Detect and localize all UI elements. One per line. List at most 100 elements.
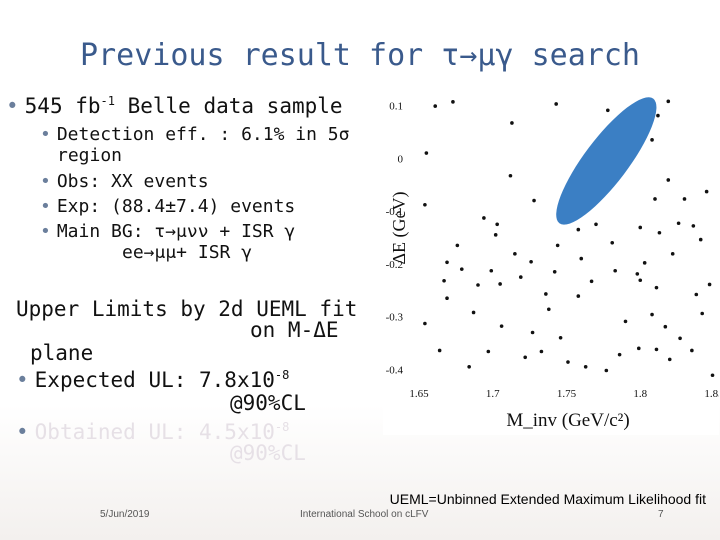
data-point-48 <box>499 324 504 328</box>
data-point-66 <box>437 348 442 353</box>
data-point-19 <box>576 294 581 298</box>
data-point-37 <box>666 99 671 104</box>
data-point-51 <box>539 349 544 354</box>
bullet-obtained: • Obtained UL: 4.5x10-8 <box>16 420 289 444</box>
data-point-43 <box>594 222 598 227</box>
footer-date: 5/Jun/2019 <box>100 509 150 520</box>
data-point-28 <box>698 237 703 242</box>
data-point-54 <box>583 365 588 369</box>
bullet-1-sup: -1 <box>100 94 115 108</box>
ul-heading-cont2: plane <box>30 341 94 365</box>
scatter-plot: 1.65 1.7 1.75 1.8 1.85 0.1 0 -0.1 -0.2 -0.3 -0.4 M_… <box>383 83 720 435</box>
data-point-4 <box>424 151 429 155</box>
exp-text: Exp: (88.4±7.4) events <box>56 196 296 217</box>
data-point-20 <box>589 279 594 284</box>
data-point-53 <box>566 360 570 364</box>
data-point-44 <box>555 243 560 248</box>
data-point-1 <box>451 100 455 104</box>
x-tick-label-1: 1.7 <box>486 388 500 400</box>
data-point-69 <box>471 310 476 315</box>
bullet-dot-icon: • <box>40 171 51 192</box>
data-point-56 <box>617 352 622 357</box>
x-axis-label: M_inv (GeV/c²) <box>506 410 629 431</box>
bullet-dot-icon: • <box>40 221 51 242</box>
efficiency-cont: region <box>57 145 123 166</box>
data-point-17 <box>552 270 557 274</box>
data-point-57 <box>636 346 641 351</box>
subbullet-exp: • Exp: (88.4±7.4) events <box>40 196 295 217</box>
ul-heading: Upper Limits by 2d UEML fit <box>16 297 358 321</box>
data-point-31 <box>666 178 671 182</box>
y-tick-label-3: -0.2 <box>386 259 403 271</box>
y-tick-label-0: 0.1 <box>389 101 403 113</box>
footer-venue: International School on cLFV <box>300 509 429 520</box>
data-point-58 <box>654 347 659 352</box>
bg-text: Main BG: τ→μνν + ISR γ <box>56 221 296 242</box>
data-point-40 <box>508 173 513 178</box>
data-point-29 <box>704 189 709 194</box>
data-point-61 <box>694 292 699 297</box>
data-point-34 <box>657 230 662 235</box>
data-point-27 <box>691 224 696 228</box>
data-point-73 <box>707 282 712 287</box>
data-point-70 <box>513 252 517 256</box>
data-point-13 <box>489 268 494 273</box>
data-point-47 <box>445 296 449 300</box>
data-point-49 <box>530 330 535 335</box>
y-tick-label-1: 0 <box>398 153 404 165</box>
data-point-71 <box>623 319 628 324</box>
y-tick-label-4: -0.3 <box>386 312 404 324</box>
data-point-39 <box>650 138 654 142</box>
expected-sup: -8 <box>274 368 290 382</box>
data-point-68 <box>442 278 446 283</box>
data-point-30 <box>682 197 687 201</box>
data-point-45 <box>610 240 615 245</box>
efficiency-text: Detection eff. : 6.1% in 5σ <box>56 124 350 145</box>
y-tick-label-5: -0.4 <box>386 364 404 376</box>
y-axis-label: ΔE (GeV) <box>389 191 410 264</box>
data-point-36 <box>656 113 660 118</box>
bullet-dot-icon: • <box>40 196 51 217</box>
bg-cont: ee→μμ+ ISR γ <box>122 242 253 263</box>
data-point-32 <box>653 197 657 201</box>
data-point-52 <box>558 335 563 340</box>
data-point-59 <box>678 336 682 341</box>
footnote-ueml: UEML=Unbinned Extended Maximum Likelihoo… <box>389 491 706 507</box>
bullet-1: • 545 fb-1 Belle data sample <box>6 94 343 118</box>
data-point-16 <box>529 259 533 264</box>
obtained-text: Obtained UL: 4.5x10 <box>34 420 275 444</box>
slide-title: Previous result for τ→μγ search <box>80 38 640 73</box>
bullet-dot-icon: • <box>6 94 19 118</box>
bullet-dot-icon: • <box>16 420 29 444</box>
data-point-5 <box>423 202 427 207</box>
data-point-7 <box>495 222 499 227</box>
bullet-expected: • Expected UL: 7.8x10-8 <box>16 368 289 392</box>
signal-region-ellipse <box>556 97 657 225</box>
ul-heading-cont: on M-ΔE <box>250 318 339 342</box>
data-point-15 <box>518 275 523 279</box>
data-point-21 <box>613 268 617 273</box>
x-tick-label-2: 1.75 <box>557 388 577 400</box>
data-point-26 <box>676 221 681 226</box>
obtained-sup: -8 <box>274 420 290 434</box>
data-point-38 <box>606 108 610 113</box>
obs-text: Obs: XX events <box>56 171 209 192</box>
x-tick-label-3: 1.8 <box>633 388 647 400</box>
data-point-2 <box>554 102 558 106</box>
data-point-25 <box>670 252 675 256</box>
data-point-11 <box>459 267 464 271</box>
data-point-23 <box>638 278 643 283</box>
data-point-6 <box>482 216 486 220</box>
subbullet-bg: • Main BG: τ→μνν + ISR γ <box>40 221 295 242</box>
bullet-1-text: 545 fb <box>24 94 101 118</box>
bullet-1-rest: Belle data sample <box>114 94 343 118</box>
data-point-50 <box>523 355 527 360</box>
data-point-60 <box>700 311 704 316</box>
data-point-24 <box>654 285 659 290</box>
data-point-74 <box>710 373 715 378</box>
data-point-35 <box>642 261 647 265</box>
data-point-41 <box>532 198 536 203</box>
data-point-46 <box>579 256 584 261</box>
data-point-14 <box>498 282 502 286</box>
data-point-42 <box>576 227 581 232</box>
